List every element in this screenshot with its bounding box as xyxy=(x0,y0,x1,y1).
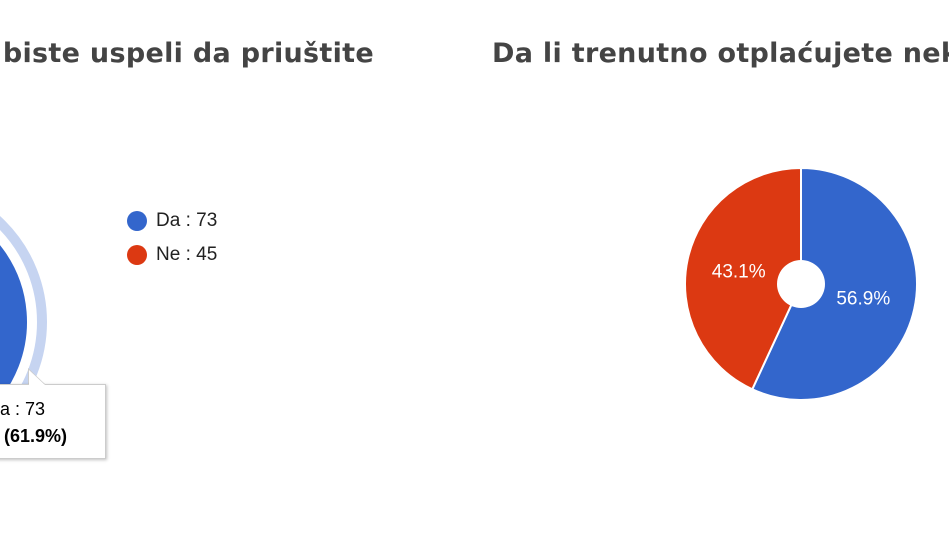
legend-item-da[interactable]: Da : 73 xyxy=(127,204,217,238)
chart-panel-left: a biste uspeli da priuštite Da : 73 Ne :… xyxy=(0,0,460,534)
pie-hole xyxy=(777,260,825,308)
tooltip-label: Da : 73 xyxy=(0,399,46,419)
pie-chart-left xyxy=(0,198,47,446)
chart-panel-right: Da li trenutno otplaćujete neki 56.9% 43.… xyxy=(460,0,949,534)
slice-outline xyxy=(0,236,33,408)
legend-dot-da xyxy=(127,211,147,231)
tooltip: Da : 73 73 (61.9%) xyxy=(0,384,106,459)
legend-dot-ne xyxy=(127,245,147,265)
pie-slice-2[interactable] xyxy=(684,166,802,391)
legend: Da : 73 Ne : 45 xyxy=(127,204,217,272)
tooltip-pointer-fill xyxy=(29,370,45,385)
tooltip-value: 73 (61.9%) xyxy=(0,426,68,446)
legend-label-da: Da : 73 xyxy=(156,210,218,231)
data-label-2: 43.1% xyxy=(712,261,766,282)
pie-slice-1[interactable] xyxy=(750,166,918,401)
slice-highlight-ring xyxy=(0,216,47,428)
pie-chart-right: 56.9% 43.1% xyxy=(684,166,918,401)
legend-label-ne: Ne : 45 xyxy=(156,244,218,265)
chart-title-left: a biste uspeli da priuštite xyxy=(0,38,374,69)
chart-title-right: Da li trenutno otplaćujete neki xyxy=(492,38,949,69)
data-label-1: 56.9% xyxy=(836,289,890,310)
legend-item-ne[interactable]: Ne : 45 xyxy=(127,238,217,272)
pie-slice-da[interactable] xyxy=(0,198,29,446)
